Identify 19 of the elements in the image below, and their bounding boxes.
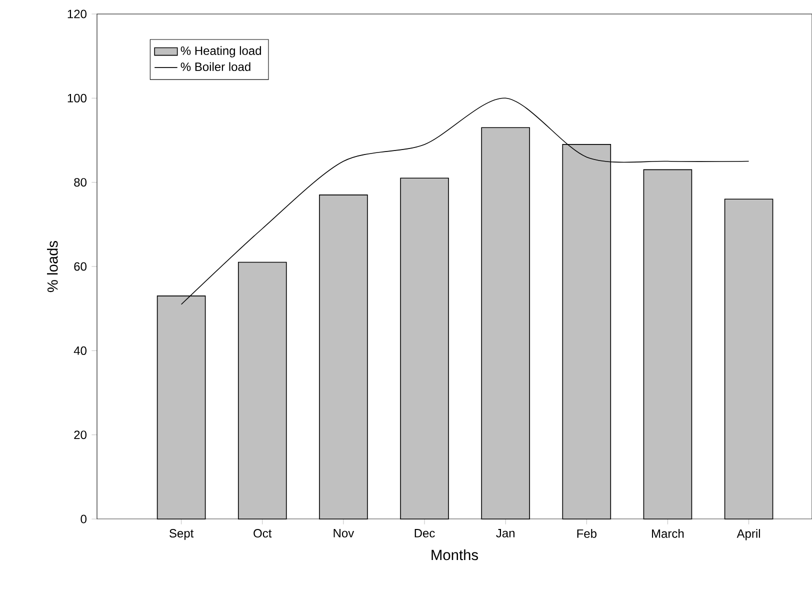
x-tick-label: April (736, 529, 760, 540)
legend-label: % Boiler load (180, 62, 250, 72)
x-tick-label: Dec (414, 529, 435, 538)
x-tick-label: Oct (254, 529, 272, 538)
y-axis-title: % loads (47, 240, 58, 292)
legend-label: % Heating load (180, 46, 261, 58)
y-tick-label: 120 (68, 10, 86, 18)
y-tick-label: 60 (74, 262, 86, 271)
x-tick-label: Nov (334, 529, 354, 538)
y-tick-label: 40 (74, 346, 86, 355)
y-tick-label: 100 (68, 94, 86, 102)
y-tick-label: 20 (74, 430, 86, 440)
x-tick-label: Feb (577, 529, 596, 538)
y-tick-label: 80 (74, 178, 86, 187)
y-tick-label: 0 (80, 514, 86, 524)
x-tick-label: March (652, 529, 684, 538)
x-tick-label: Jan (496, 529, 514, 538)
x-tick-label: Sept (170, 529, 194, 540)
x-axis-title: Months (432, 549, 478, 560)
